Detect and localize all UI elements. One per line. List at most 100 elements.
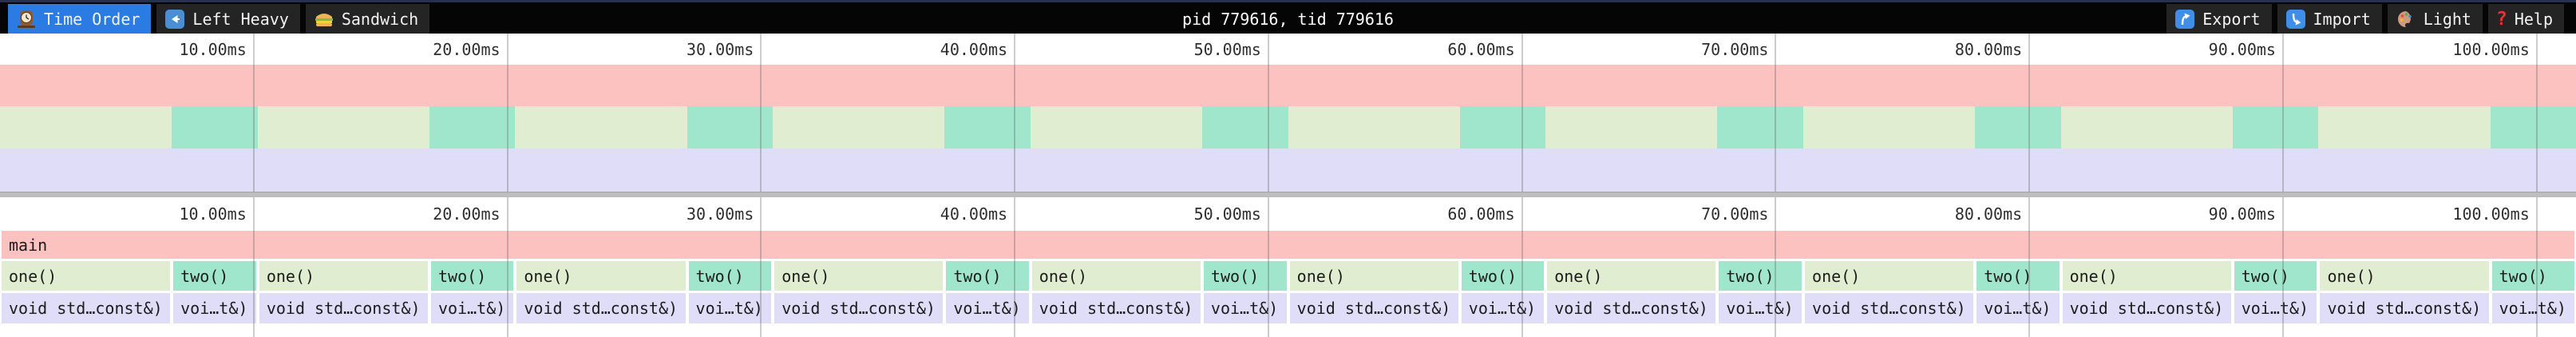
flame-cell-void-std-const[interactable]: void std…const&) [516,293,686,323]
export-button[interactable]: Export [2166,4,2272,34]
minimap-cell-voi-t[interactable] [172,149,258,192]
minimap-cell-one[interactable] [0,106,172,149]
flame-cell-voi-t[interactable]: voi…t&) [1203,293,1287,323]
minimap-cell-void-std-const[interactable] [257,149,429,192]
flame-cell-voi-t[interactable]: voi…t&) [430,293,514,323]
theme-toggle-button[interactable]: Light [2387,4,2483,34]
minimap-cell-void-std-const[interactable] [1288,149,1460,192]
minimap-cell-two[interactable] [1201,106,1288,149]
minimap-cell-main[interactable] [0,65,2576,106]
minimap-cell-one[interactable] [2060,106,2233,149]
tab-label: Sandwich [341,9,419,29]
minimap-cell-one[interactable] [1288,106,1460,149]
minimap-cell-one[interactable] [515,106,687,149]
flame-cell-void-std-const[interactable]: void std…const&) [774,293,944,323]
flame-cell-void-std-const[interactable]: void std…const&) [2062,293,2231,323]
minimap-cell-one[interactable] [1803,106,1976,149]
flame-cell-two[interactable]: two() [946,261,1029,291]
minimap-cell-void-std-const[interactable] [1545,149,1718,192]
minimap-divider[interactable] [0,192,2576,197]
minimap-cell-voi-t[interactable] [2232,149,2319,192]
minimap-cell-void-std-const[interactable] [2060,149,2233,192]
minimap-cell-two[interactable] [1975,106,2061,149]
flame-cell-void-std-const[interactable]: void std…const&) [259,293,428,323]
flame-cell-voi-t[interactable]: voi…t&) [946,293,1029,323]
time-ruler [0,197,2576,231]
minimap-cell-two[interactable] [172,106,258,149]
flame-cell-two[interactable]: two() [1461,261,1545,291]
minimap-panel[interactable]: 10.00ms 20.00ms 30.00ms 40.00ms 50.00ms 60.00… [0,34,2576,197]
frame-label: voi…t&) [180,299,248,318]
frame-label: one() [524,266,572,286]
tab-sandwich[interactable]: Sandwich [305,4,430,34]
minimap-cell-voi-t[interactable] [1717,149,1804,192]
minimap-cell-one[interactable] [1030,106,1202,149]
flame-cell-void-std-const[interactable]: void std…const&) [2,293,171,323]
action-label: Export [2202,9,2261,29]
minimap-cell-two[interactable] [1717,106,1804,149]
flame-cell-two[interactable]: two() [688,261,772,291]
flame-cell-one[interactable]: one() [2320,261,2489,291]
minimap-cell-void-std-const[interactable] [515,149,687,192]
minimap-cell-one[interactable] [1545,106,1718,149]
flamechart-panel[interactable]: main one() two() one() two() one() two() one() t… [0,197,2576,337]
minimap-cell-voi-t[interactable] [1201,149,1288,192]
minimap-cell-two[interactable] [2232,106,2319,149]
minimap-cell-two[interactable] [944,106,1031,149]
minimap-cell-void-std-const[interactable] [1803,149,1976,192]
flame-cell-voi-t[interactable]: voi…t&) [2234,293,2317,323]
flame-cell-one[interactable]: one() [516,261,686,291]
minimap-cell-two[interactable] [1459,106,1546,149]
minimap-cell-one[interactable] [257,106,429,149]
flame-cell-voi-t[interactable]: voi…t&) [1461,293,1545,323]
flame-cell-one[interactable]: one() [2,261,171,291]
flame-cell-two[interactable]: two() [173,261,256,291]
help-button[interactable]: ? Help [2487,4,2564,34]
tab-time-order[interactable]: Time Order [8,4,152,34]
minimap-cell-one[interactable] [773,106,945,149]
flame-cell-voi-t[interactable]: voi…t&) [1719,293,1802,323]
flame-cell-two[interactable]: two() [430,261,514,291]
flame-cell-void-std-const[interactable]: void std…const&) [1805,293,1974,323]
flame-cell-two[interactable]: two() [1203,261,1287,291]
navbar: Time Order Left Heavy [0,0,2576,34]
minimap-cell-voi-t[interactable] [429,149,516,192]
flame-cell-two[interactable]: two() [2234,261,2317,291]
minimap-cell-one[interactable] [2318,106,2491,149]
flame-cell-one[interactable]: one() [1031,261,1201,291]
flame-cell-void-std-const[interactable]: void std…const&) [1031,293,1201,323]
minimap-cell-voi-t[interactable] [2490,149,2576,192]
flame-cell-one[interactable]: one() [774,261,944,291]
flame-cell-void-std-const[interactable]: void std…const&) [1289,293,1458,323]
tab-left-heavy[interactable]: Left Heavy [156,4,300,34]
flame-cell-voi-t[interactable]: voi…t&) [173,293,256,323]
flame-cell-voi-t[interactable]: voi…t&) [2491,293,2574,323]
flame-cell-voi-t[interactable]: voi…t&) [1977,293,2060,323]
flame-cell-two[interactable]: two() [2491,261,2574,291]
minimap-cell-void-std-const[interactable] [773,149,945,192]
frame-label: one() [2069,266,2118,286]
flame-cell-two[interactable]: two() [1719,261,1802,291]
minimap-cell-two[interactable] [687,106,774,149]
minimap-cell-void-std-const[interactable] [1030,149,1202,192]
flame-cell-one[interactable]: one() [259,261,428,291]
frame-label: voi…t&) [2241,299,2309,318]
flame-cell-void-std-const[interactable]: void std…const&) [2320,293,2489,323]
flame-cell-two[interactable]: two() [1977,261,2060,291]
minimap-cell-voi-t[interactable] [687,149,774,192]
flame-cell-void-std-const[interactable]: void std…const&) [1547,293,1716,323]
minimap-cell-void-std-const[interactable] [0,149,172,192]
flame-cell-one[interactable]: one() [1547,261,1716,291]
minimap-cell-voi-t[interactable] [944,149,1031,192]
minimap-cell-void-std-const[interactable] [2318,149,2491,192]
minimap-cell-voi-t[interactable] [1975,149,2061,192]
flame-cell-one[interactable]: one() [1289,261,1458,291]
flame-cell-one[interactable]: one() [2062,261,2231,291]
flame-cell-one[interactable]: one() [1805,261,1974,291]
flame-cell-voi-t[interactable]: voi…t&) [688,293,772,323]
minimap-cell-voi-t[interactable] [1459,149,1546,192]
minimap-cell-two[interactable] [429,106,516,149]
minimap-cell-two[interactable] [2490,106,2576,149]
import-button[interactable]: Import [2277,4,2382,34]
flame-cell-main[interactable]: main [2,231,2574,259]
